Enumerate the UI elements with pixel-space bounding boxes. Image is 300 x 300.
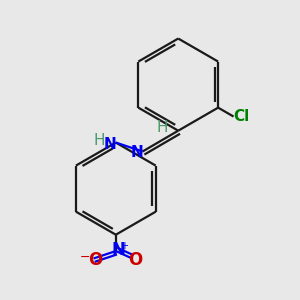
Text: H: H — [156, 120, 168, 135]
Text: −: − — [80, 250, 91, 263]
Text: +: + — [120, 241, 128, 251]
Text: N: N — [131, 146, 144, 160]
Text: O: O — [129, 251, 143, 269]
Text: H: H — [94, 133, 105, 148]
Text: Cl: Cl — [233, 109, 249, 124]
Text: O: O — [88, 251, 102, 269]
Text: N: N — [111, 242, 125, 260]
Text: N: N — [104, 136, 117, 152]
